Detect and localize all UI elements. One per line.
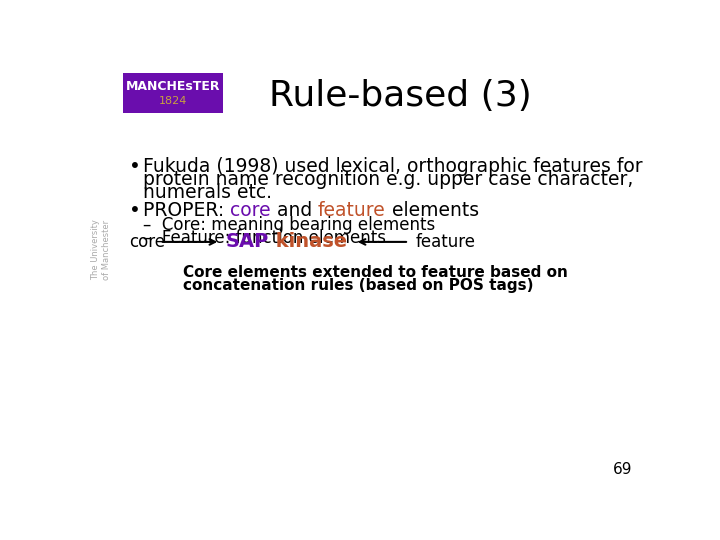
- Text: kinase: kinase: [269, 232, 347, 252]
- Text: MANCHEsTER: MANCHEsTER: [126, 80, 220, 93]
- Text: Rule-based (3): Rule-based (3): [269, 79, 531, 113]
- Text: elements: elements: [386, 201, 479, 220]
- Text: core: core: [129, 233, 165, 251]
- Text: The University
of Manchester: The University of Manchester: [91, 219, 111, 280]
- Text: •: •: [129, 157, 140, 176]
- Text: 1824: 1824: [158, 96, 187, 106]
- Text: PROPER:: PROPER:: [143, 201, 230, 220]
- Text: Core elements extended to feature based on: Core elements extended to feature based …: [183, 265, 568, 280]
- FancyBboxPatch shape: [122, 72, 223, 112]
- Text: 69: 69: [613, 462, 632, 477]
- Text: feature: feature: [415, 233, 475, 251]
- Text: •: •: [129, 201, 140, 220]
- Text: –  Core: meaning bearing elements: – Core: meaning bearing elements: [143, 215, 435, 234]
- Text: feature: feature: [318, 201, 386, 220]
- Text: and: and: [271, 201, 318, 220]
- Text: –  Feature: function elements: – Feature: function elements: [143, 229, 386, 247]
- Text: Fukuda (1998) used lexical, orthographic features for: Fukuda (1998) used lexical, orthographic…: [143, 157, 642, 176]
- Text: protein name recognition e.g. upper case character,: protein name recognition e.g. upper case…: [143, 170, 633, 190]
- Text: numerals etc.: numerals etc.: [143, 184, 271, 202]
- Text: SAP: SAP: [225, 232, 269, 252]
- Text: core: core: [230, 201, 271, 220]
- Text: concatenation rules (based on POS tags): concatenation rules (based on POS tags): [183, 278, 534, 293]
